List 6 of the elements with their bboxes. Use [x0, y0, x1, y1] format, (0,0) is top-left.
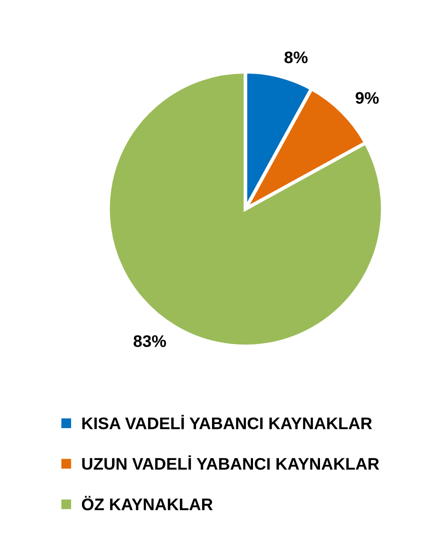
data-label: 8%: [284, 51, 308, 64]
legend-label: KISA VADELİ YABANCI KAYNAKLAR: [82, 414, 372, 430]
legend-label: UZUN VADELİ YABANCI KAYNAKLAR: [82, 455, 380, 470]
data-label: 9%: [356, 92, 379, 104]
data-label: 83%: [134, 335, 166, 348]
legend-label: ÖZ KAYNAKLAR: [82, 496, 213, 510]
